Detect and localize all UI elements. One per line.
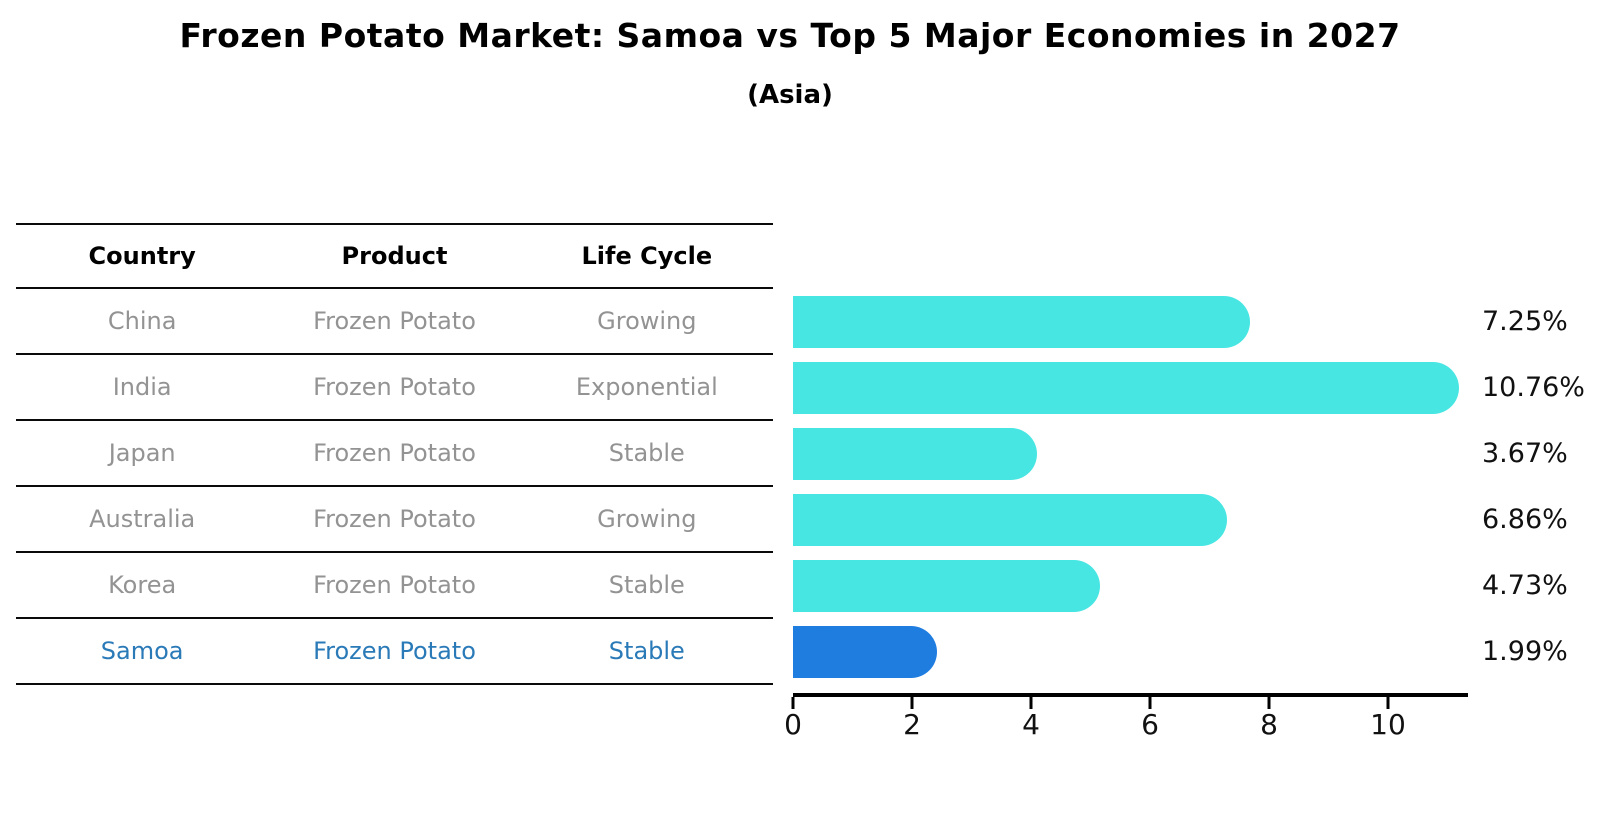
cell-country-china: China: [107, 307, 177, 335]
x-tick-label-8: 8: [1260, 708, 1278, 741]
cell-product-india: Frozen Potato: [313, 373, 476, 401]
table-row-china: China Frozen Potato Growing: [16, 289, 773, 355]
table-row-india: India Frozen Potato Exponential: [16, 355, 773, 421]
chart-title: Frozen Potato Market: Samoa vs Top 5 Maj…: [179, 16, 1401, 55]
value-label-korea: 4.73%: [1482, 570, 1568, 601]
x-axis-line: [793, 693, 1468, 697]
cell-country-india: India: [112, 373, 172, 401]
cell-product-japan: Frozen Potato: [313, 439, 476, 467]
value-label-australia: 6.86%: [1482, 504, 1568, 535]
chart-subtitle: (Asia): [747, 80, 833, 110]
bar-india: [793, 362, 1459, 414]
bar-japan: [793, 428, 1037, 480]
cell-country-australia: Australia: [89, 505, 196, 533]
country-table: Country Product Life Cycle China Frozen P…: [16, 223, 773, 685]
cell-product-samoa: Frozen Potato: [313, 637, 476, 665]
table-row-japan: Japan Frozen Potato Stable: [16, 421, 773, 487]
cell-life-cycle-korea: Stable: [608, 571, 685, 599]
x-tick-label-0: 0: [784, 708, 802, 741]
x-tick-10: [1386, 697, 1390, 709]
x-tick-8: [1267, 697, 1271, 709]
cell-life-cycle-australia: Growing: [597, 505, 697, 533]
cell-life-cycle-samoa: Stable: [608, 637, 685, 665]
x-tick-label-4: 4: [1022, 708, 1040, 741]
cell-country-samoa: Samoa: [100, 637, 184, 665]
cell-country-japan: Japan: [108, 439, 176, 467]
cell-country-korea: Korea: [108, 571, 177, 599]
value-label-japan: 3.67%: [1482, 438, 1568, 469]
value-label-india: 10.76%: [1482, 372, 1585, 403]
table-row-korea: Korea Frozen Potato Stable: [16, 553, 773, 619]
table-row-samoa: Samoa Frozen Potato Stable: [16, 619, 773, 685]
header-product: Product: [341, 242, 448, 270]
value-label-samoa: 1.99%: [1482, 636, 1568, 667]
cell-life-cycle-japan: Stable: [608, 439, 685, 467]
x-tick-2: [910, 697, 914, 709]
header-life-cycle: Life Cycle: [581, 242, 713, 270]
bar-china: [793, 296, 1250, 348]
x-tick-6: [1148, 697, 1152, 709]
cell-product-australia: Frozen Potato: [313, 505, 476, 533]
cell-life-cycle-china: Growing: [597, 307, 697, 335]
x-tick-4: [1029, 697, 1033, 709]
table-header-row: Country Product Life Cycle: [16, 223, 773, 289]
x-tick-label-6: 6: [1141, 708, 1159, 741]
header-country: Country: [88, 242, 196, 270]
bar-korea: [793, 560, 1100, 612]
value-label-china: 7.25%: [1482, 306, 1568, 337]
cell-product-china: Frozen Potato: [313, 307, 476, 335]
cell-life-cycle-india: Exponential: [575, 373, 718, 401]
bar-australia: [793, 494, 1227, 546]
bar-samoa: [793, 626, 937, 678]
cell-product-korea: Frozen Potato: [313, 571, 476, 599]
x-tick-0: [791, 697, 795, 709]
table-row-australia: Australia Frozen Potato Growing: [16, 487, 773, 553]
x-tick-label-2: 2: [903, 708, 921, 741]
country-table-body: China Frozen Potato Growing India Frozen Pot…: [16, 289, 773, 685]
x-tick-label-10: 10: [1370, 708, 1406, 741]
